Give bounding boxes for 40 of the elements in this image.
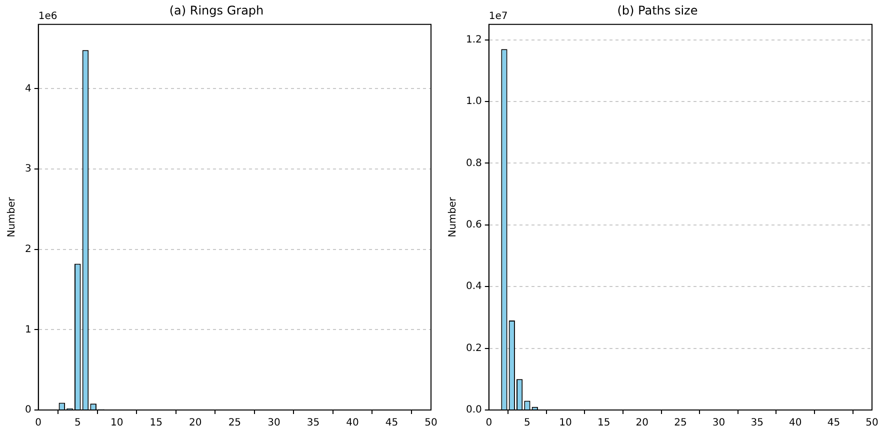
y-tick-label: 0 <box>24 404 32 416</box>
chart-title: (b) Paths size <box>617 3 698 18</box>
x-tick-label: 25 <box>674 418 687 429</box>
y-tick-label: 0.0 <box>466 404 482 416</box>
y-tick-label: 2 <box>24 244 32 255</box>
x-tick-label: 20 <box>636 418 649 429</box>
x-tick-label: 45 <box>385 418 398 429</box>
x-tick-label: 5 <box>524 418 530 429</box>
x-tick-label: 10 <box>559 418 572 429</box>
text: 1e7 <box>488 10 508 22</box>
x-tick-label: 15 <box>597 418 610 429</box>
x-tick-label: 30 <box>712 418 726 429</box>
x-tick-label: 20 <box>189 418 202 429</box>
x-tick-label: 10 <box>110 418 124 429</box>
y-axis-title: Number <box>6 196 18 238</box>
x-tick-label: 15 <box>150 418 163 429</box>
x-tick-label: 35 <box>750 418 764 429</box>
y-tick-label: 0.2 <box>466 342 482 354</box>
x-tick-label: 0 <box>35 418 42 429</box>
x-tick-label: 35 <box>306 418 320 429</box>
x-tick-label: 5 <box>74 418 81 429</box>
x-tick-label: 40 <box>346 418 359 429</box>
y-tick-label: 0.6 <box>466 220 482 231</box>
x-tick-label: 25 <box>228 418 242 429</box>
y-axis-title: Number <box>448 196 459 238</box>
x-tick-label: 30 <box>268 418 280 429</box>
y-tick-label: 1.0 <box>466 96 482 108</box>
x-tick-label: 40 <box>789 418 802 429</box>
y-tick-label: 0.4 <box>466 281 482 292</box>
y-tick-label: 1 <box>24 324 32 336</box>
x-tick-label: 50 <box>424 418 438 429</box>
y-tick-label: 4 <box>24 83 32 94</box>
chart-title: (a) Rings Graph <box>169 3 264 18</box>
text: 1e6 <box>38 10 58 22</box>
y-tick-label: 1.2 <box>466 34 482 46</box>
x-tick-label: 45 <box>827 418 840 429</box>
y-tick-label: 0.8 <box>466 158 482 169</box>
x-tick-label: 50 <box>866 418 878 429</box>
x-tick-label: 0 <box>486 418 492 429</box>
y-tick-label: 3 <box>24 164 32 175</box>
